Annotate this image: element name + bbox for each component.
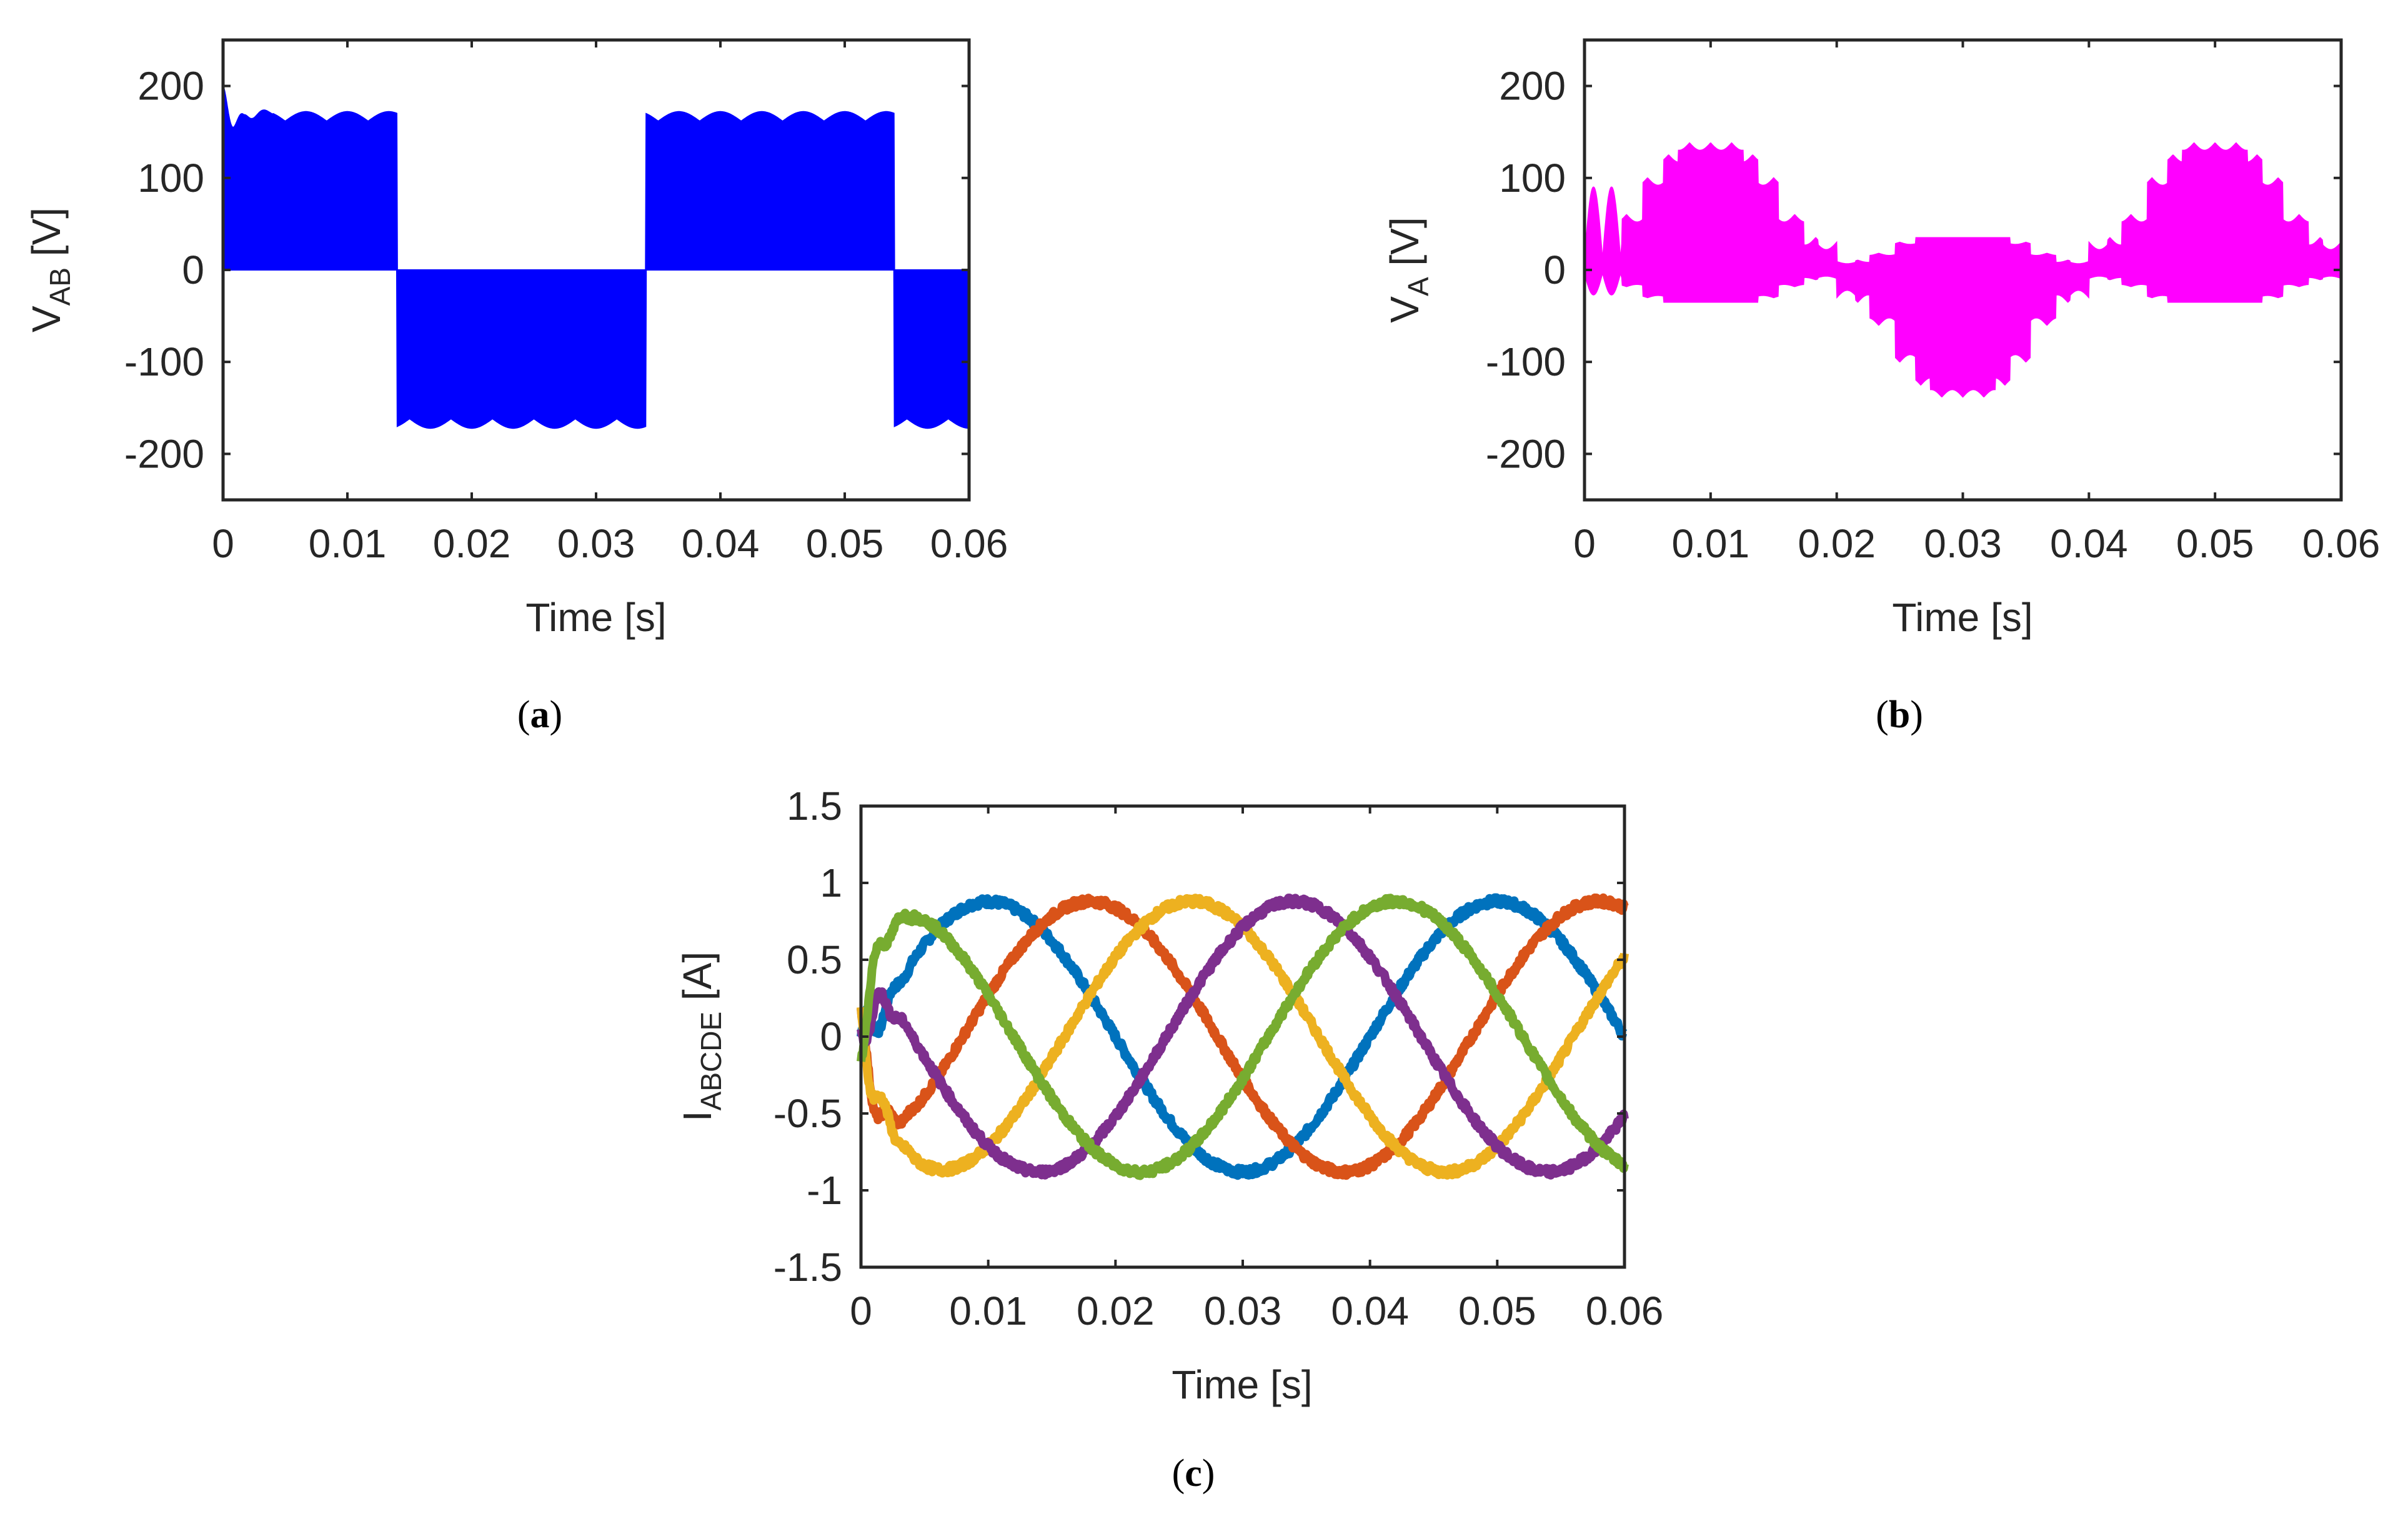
y-ticks-a: -200 -100 0 100 200: [124, 64, 969, 476]
x-axis-label-b: Time [s]: [1892, 595, 2032, 640]
x-axis-label-c: Time [s]: [1172, 1362, 1312, 1407]
y-axis-label-a: VAB [V]: [24, 207, 76, 332]
x-ticks-b: 0 0.01 0.02 0.03 0.04 0.05 0.06: [1573, 40, 2380, 566]
x-tick-label: 0.05: [806, 521, 884, 566]
x-tick-label: 0.03: [1204, 1288, 1282, 1333]
x-tick-label: 0.02: [1798, 521, 1876, 566]
y-tick-label: 0: [820, 1014, 842, 1059]
x-tick-label: 0: [212, 521, 234, 566]
y-tick-label: -0.5: [774, 1091, 842, 1136]
panel-caption-c: (c): [1172, 1452, 1215, 1495]
y-axis-label-c: IABCDE [A]: [675, 952, 727, 1122]
x-tick-label: 0.04: [1331, 1288, 1409, 1333]
panel-caption-a: (a): [517, 694, 562, 736]
x-tick-label: 0.01: [309, 521, 387, 566]
panel-caption-b: (b): [1876, 694, 1923, 736]
y-tick-label: 1.5: [787, 784, 842, 829]
x-tick-label: 0.06: [1586, 1288, 1664, 1333]
x-tick-label: 0.03: [557, 521, 635, 566]
x-tick-label: 0.06: [930, 521, 1008, 566]
axes-frame-c: [859, 804, 1626, 1269]
chart-panel-c: -1.5 -1 -0.5 0 0.5 1 1.5 0 0.01 0.02 0.03 0.04 0.05…: [675, 784, 1663, 1495]
y-tick-label: 200: [137, 64, 204, 109]
x-tick-label: 0.01: [949, 1288, 1027, 1333]
x-tick-label: 0: [1573, 521, 1596, 566]
y-tick-label: -200: [124, 431, 204, 476]
series-i-e: [857, 894, 1629, 1180]
y-ticks-c: -1.5 -1 -0.5 0 0.5 1 1.5: [774, 784, 1624, 1290]
y-tick-label: -200: [1486, 431, 1566, 476]
x-axis-label-a: Time [s]: [525, 595, 666, 640]
y-tick-label: 1: [820, 860, 842, 905]
series-i-d: [857, 894, 1629, 1180]
chart-panel-b: -200 -100 0 100 200 0 0.01 0.02 0.03 0.04 0.05 0.0…: [1382, 38, 2380, 736]
x-tick-label: 0.04: [2050, 521, 2128, 566]
y-tick-label: 100: [137, 156, 204, 201]
x-tick-label: 0.06: [2302, 521, 2381, 566]
y-tick-label: -1: [807, 1168, 842, 1213]
series-va: [1584, 142, 2342, 398]
y-axis-label-b: VA [V]: [1382, 217, 1435, 322]
series-vab: [222, 86, 970, 429]
y-tick-label: 100: [1499, 156, 1566, 201]
y-tick-label: 200: [1499, 64, 1566, 109]
y-tick-label: -1.5: [774, 1245, 842, 1290]
x-tick-label: 0.03: [1924, 521, 2002, 566]
y-tick-label: -100: [124, 339, 204, 384]
chart-panel-a: -200 -100 0 100 200 0 0.01 0.02 0.03 0.04 0.05 0.0…: [24, 38, 1008, 736]
x-tick-label: 0.05: [1458, 1288, 1536, 1333]
x-tick-label: 0.04: [682, 521, 760, 566]
x-ticks-a: 0 0.01 0.02 0.03 0.04 0.05 0.06: [212, 40, 1008, 566]
x-ticks-c: 0 0.01 0.02 0.03 0.04 0.05 0.06: [850, 806, 1663, 1333]
y-tick-label: 0: [182, 247, 204, 292]
y-tick-label: 0.5: [787, 937, 842, 982]
x-tick-label: 0.05: [2176, 521, 2254, 566]
plot-area-b: [1584, 142, 2342, 398]
series-i-a: [857, 893, 1628, 1180]
x-tick-label: 0: [850, 1288, 872, 1333]
plot-area-c: [857, 893, 1629, 1180]
y-tick-label: -100: [1486, 339, 1566, 384]
x-tick-label: 0.02: [1077, 1288, 1155, 1333]
x-tick-label: 0.01: [1672, 521, 1750, 566]
plot-area-a: [222, 86, 970, 429]
y-tick-label: 0: [1543, 247, 1566, 292]
y-ticks-b: -200 -100 0 100 200: [1486, 64, 2341, 476]
x-tick-label: 0.02: [433, 521, 511, 566]
